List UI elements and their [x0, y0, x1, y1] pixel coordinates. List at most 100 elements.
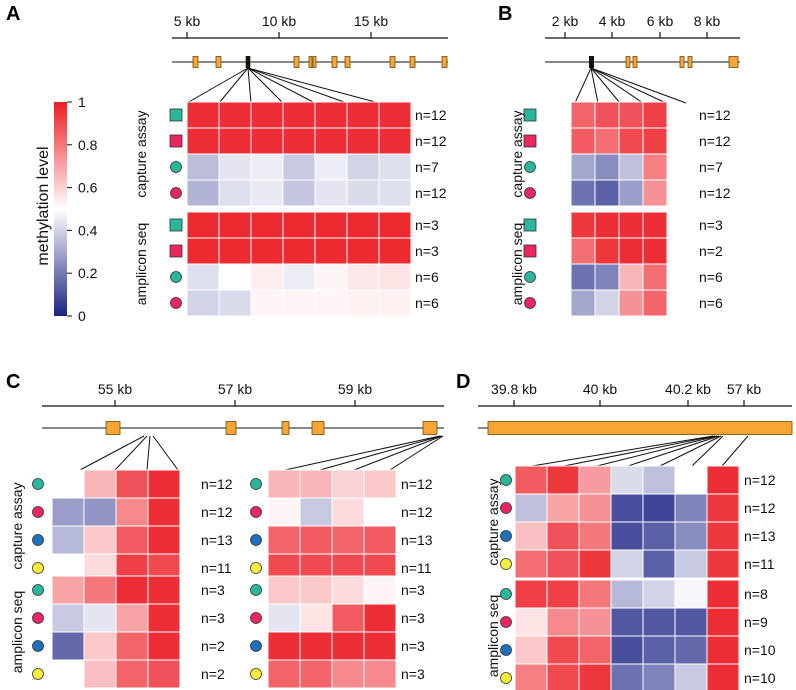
axis-tick-label: 40.2 kb [665, 381, 711, 397]
heat-cell [147, 575, 181, 605]
heat-cell [594, 127, 620, 155]
heat-cell [346, 153, 380, 181]
heat-cell [618, 211, 644, 239]
heat-cell [250, 179, 284, 207]
heat-cell [570, 237, 596, 265]
legend-colorbar [54, 102, 67, 316]
n-label: n=12 [699, 185, 731, 201]
connector-line [319, 435, 442, 471]
heat-cell [618, 237, 644, 265]
heat-cell [706, 521, 740, 551]
pink-circle-marker [170, 297, 182, 309]
group-label-amplicon: amplicon seq [9, 591, 25, 674]
heat-cell [610, 607, 644, 637]
legend-tick-label: 0 [78, 308, 86, 324]
exon [409, 56, 416, 68]
exon [632, 56, 638, 68]
n-label: n=11 [401, 560, 432, 576]
n-label: n=8 [744, 586, 768, 602]
heat-cell [578, 465, 612, 495]
pink-circle-marker [500, 616, 512, 628]
n-label: n=6 [699, 269, 723, 285]
heat-cell [186, 153, 220, 181]
teal-square-marker [523, 218, 537, 232]
connector-line [247, 67, 284, 104]
n-label: n=12 [201, 476, 233, 492]
heat-cell [218, 263, 252, 291]
heat-cell [546, 521, 580, 551]
heat-cell [514, 663, 548, 690]
n-label: n=2 [201, 638, 225, 654]
connector-line [247, 67, 348, 104]
axis-tick-label: 40 kb [583, 381, 617, 397]
connector-line [590, 67, 644, 104]
heat-cell [706, 493, 740, 523]
teal-circle-marker [500, 588, 512, 600]
heat-cell [674, 635, 708, 665]
exon [344, 56, 351, 68]
color-legend: methylation level 1 0.8 0.6 0.4 0.2 0 [35, 94, 98, 324]
legend-ticks: 1 0.8 0.6 0.4 0.2 0 [67, 94, 98, 324]
heat-cell [331, 603, 365, 633]
exon [192, 56, 199, 68]
heat-cell [83, 469, 117, 499]
heat-cell [514, 493, 548, 523]
heat-cell [546, 465, 580, 495]
region-marker [246, 56, 250, 68]
legend-title: methylation level [35, 146, 52, 265]
connector-line [627, 435, 720, 467]
n-label: n=12 [699, 107, 731, 123]
heat-cell [578, 635, 612, 665]
n-label: n=3 [699, 217, 723, 233]
group-label-capture: capture assay [485, 478, 501, 565]
heat-cell [514, 465, 548, 495]
pink-square-marker [169, 244, 183, 258]
heat-cell [363, 603, 397, 633]
heat-cell [610, 465, 644, 495]
n-label: n=12 [201, 504, 233, 520]
legend-tick-label: 1 [78, 94, 86, 110]
heat-cell [250, 211, 284, 239]
heat-cell [51, 603, 85, 633]
heat-cell [218, 237, 252, 265]
panel-label-a: A [6, 3, 20, 25]
n-label: n=13 [201, 532, 233, 548]
group-label-amplicon: amplicon seq [485, 595, 501, 678]
heat-cell [314, 153, 348, 181]
pink-circle-marker [524, 297, 536, 309]
yellow-circle-marker [250, 562, 262, 574]
heat-cell [594, 237, 620, 265]
heat-cell [250, 101, 284, 129]
heat-cell [51, 631, 85, 661]
heat-cell [267, 469, 301, 499]
teal-square-marker [169, 108, 183, 122]
region-marker [589, 56, 594, 68]
legend-tick-label: 0.6 [78, 180, 98, 196]
heat-cell [674, 549, 708, 579]
heat-cell [115, 659, 149, 689]
blue-circle-marker [250, 534, 262, 546]
heat-cell [514, 549, 548, 579]
n-label: n=10 [744, 670, 776, 686]
heat-cell [250, 153, 284, 181]
heat-cell [115, 497, 149, 527]
heat-cell [331, 497, 365, 527]
exon [728, 56, 739, 68]
pink-circle-marker [32, 506, 44, 518]
heat-cell [51, 659, 85, 689]
connector-line [247, 67, 252, 104]
teal-circle-marker [32, 478, 44, 490]
heat-cell [299, 575, 333, 605]
heat-cell [610, 635, 644, 665]
heat-cell [642, 179, 668, 207]
teal-circle-marker [32, 584, 44, 596]
n-label: n=9 [744, 614, 768, 630]
heat-cell [514, 579, 548, 609]
exon [215, 56, 222, 68]
heat-cell [314, 179, 348, 207]
legend-tick-label: 0.4 [78, 222, 98, 238]
heat-cell [83, 659, 117, 689]
heat-cell [186, 289, 220, 317]
connector-line [659, 435, 722, 467]
heat-cell [363, 469, 397, 499]
